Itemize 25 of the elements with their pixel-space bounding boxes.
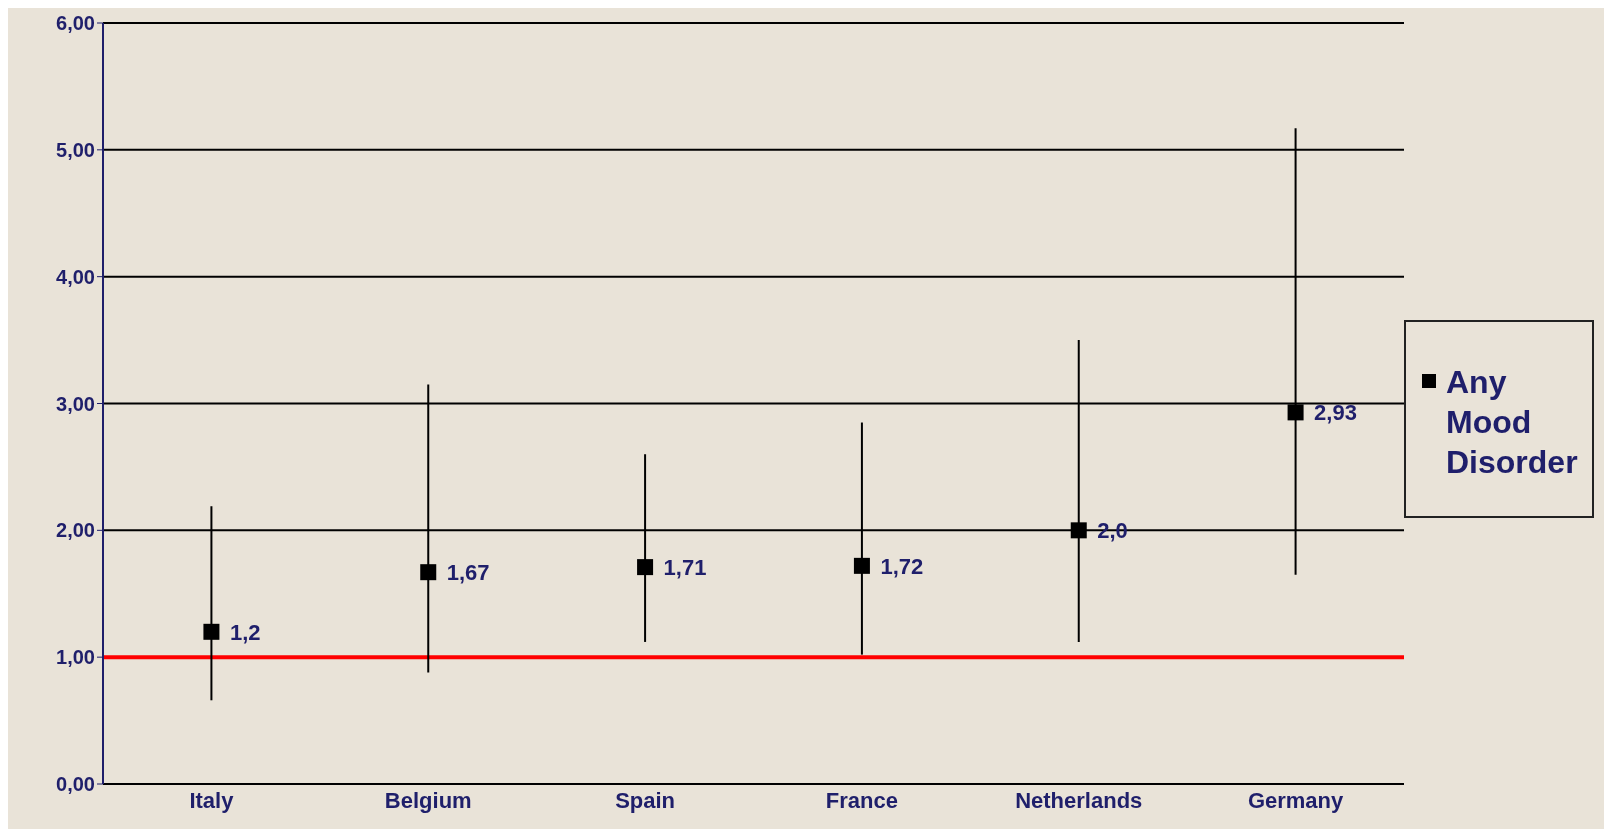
point [203, 623, 220, 640]
point [637, 559, 654, 576]
point [1070, 522, 1087, 539]
data-label: 1,2 [229, 619, 261, 645]
data-label: 1,72 [880, 553, 924, 579]
point [853, 557, 870, 574]
x-tick-label: France [825, 787, 898, 813]
data-label: 2,93 [1314, 400, 1357, 426]
data-label: 1,71 [663, 554, 707, 580]
x-tick-label: Italy [189, 787, 235, 813]
x-tick-label: Netherlands [1015, 787, 1143, 813]
x-tick-label: Belgium [384, 787, 472, 813]
y-tick-label: 5,00 [56, 138, 95, 161]
data-label: 1,67 [446, 560, 490, 585]
x-tick-label: Germany [1247, 787, 1345, 813]
y-tick-label: 1,00 [56, 646, 95, 669]
point [420, 564, 437, 581]
y-tick-label: 2,00 [56, 519, 95, 542]
legend-label: Any Mood Disorder [1446, 362, 1578, 482]
point [1287, 404, 1304, 421]
y-tick-label: 3,00 [56, 392, 95, 415]
y-tick-label: 6,00 [56, 12, 95, 35]
y-tick-label: 4,00 [56, 265, 95, 288]
y-tick-label: 0,00 [56, 773, 95, 796]
x-tick-label: Spain [615, 787, 676, 813]
